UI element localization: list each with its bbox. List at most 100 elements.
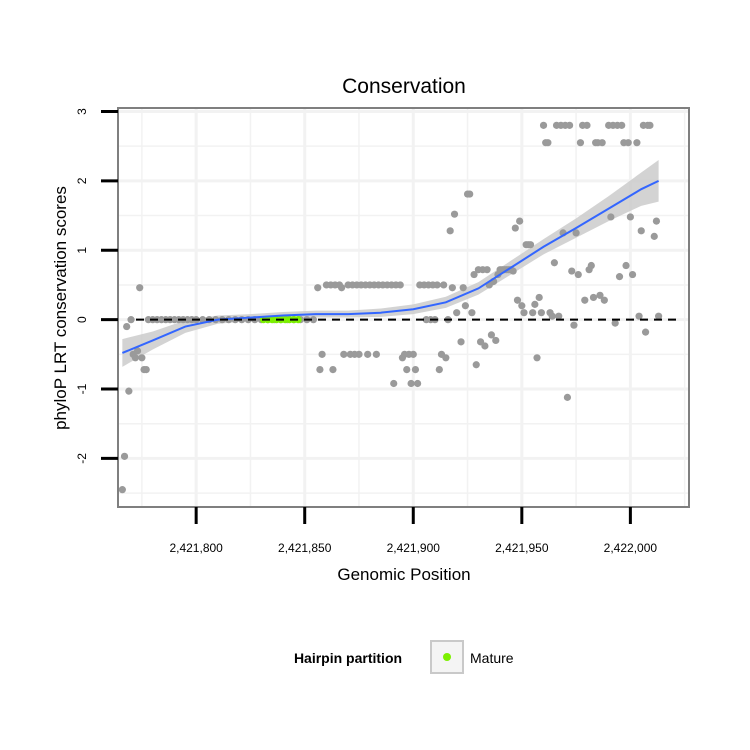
- data-point: [537, 309, 545, 317]
- data-point: [199, 316, 207, 324]
- data-point: [576, 139, 585, 147]
- data-point: [509, 267, 517, 275]
- data-point: [466, 190, 474, 198]
- data-point: [409, 350, 417, 358]
- data-point: [470, 270, 478, 279]
- data-point: [635, 312, 643, 320]
- data-point: [435, 366, 443, 374]
- data-point: [136, 284, 144, 292]
- data-point: [340, 350, 348, 358]
- data-point: [600, 296, 608, 304]
- data-point: [581, 296, 589, 304]
- data-point: [598, 139, 606, 147]
- data-point: [520, 309, 528, 317]
- data-point: [314, 284, 322, 292]
- data-point: [563, 393, 572, 401]
- data-point: [518, 302, 526, 310]
- y-tick-label: 2: [75, 177, 89, 184]
- data-point: [650, 232, 658, 240]
- x-tick-label: 2,421,850: [278, 541, 332, 555]
- data-point: [131, 354, 139, 362]
- data-point: [583, 121, 591, 129]
- y-tick-label: -2: [75, 453, 89, 464]
- data-point: [457, 338, 465, 346]
- data-point: [433, 281, 441, 289]
- data-point: [626, 213, 634, 221]
- data-point: [539, 121, 548, 129]
- data-point: [574, 270, 582, 279]
- y-tick-label: 3: [75, 108, 89, 115]
- data-point: [133, 347, 142, 355]
- data-point: [637, 227, 645, 235]
- data-point: [472, 361, 480, 369]
- data-point: [511, 224, 519, 232]
- data-point: [555, 312, 563, 320]
- data-point: [622, 261, 630, 270]
- legend-title: Hairpin partition: [294, 650, 402, 666]
- data-point: [628, 270, 637, 279]
- data-point: [568, 267, 576, 275]
- y-tick-label: -1: [75, 383, 89, 394]
- data-point: [118, 486, 126, 494]
- data-point: [364, 350, 372, 358]
- data-point: [633, 139, 641, 147]
- data-point: [372, 350, 380, 358]
- scatter-points: [118, 121, 663, 494]
- panel-border: [117, 107, 690, 508]
- data-point: [572, 229, 580, 237]
- legend: Hairpin partition Mature: [294, 640, 514, 674]
- smooth-line: [121, 179, 660, 354]
- ci-ribbon: [122, 160, 659, 367]
- data-point: [589, 293, 598, 302]
- data-point: [459, 284, 467, 292]
- data-point: [652, 217, 661, 225]
- data-point: [483, 266, 491, 274]
- data-point: [646, 121, 654, 129]
- data-point: [453, 309, 461, 317]
- data-point: [544, 139, 552, 147]
- x-tick-label: 2,421,950: [495, 541, 549, 555]
- data-point: [607, 213, 615, 221]
- data-point: [355, 350, 363, 358]
- x-tick-label: 2,421,800: [169, 541, 223, 555]
- data-point: [390, 379, 398, 388]
- data-point: [450, 210, 459, 218]
- data-point: [587, 261, 595, 270]
- data-point: [487, 331, 496, 339]
- legend-mature-swatch: [443, 653, 451, 661]
- data-point: [120, 452, 129, 460]
- x-axis: 2,421,800 2,421,850 2,421,900 2,421,950 2,42…: [169, 507, 657, 555]
- data-point: [481, 342, 489, 350]
- data-point: [618, 121, 626, 129]
- data-point: [127, 316, 135, 324]
- data-point: [516, 217, 524, 225]
- data-point: [414, 379, 422, 388]
- y-axis-title: phyloP LRT conservation scores: [51, 186, 70, 430]
- data-point: [624, 139, 632, 147]
- data-point: [468, 309, 476, 317]
- data-point: [318, 350, 326, 358]
- data-point: [338, 284, 346, 292]
- data-point: [396, 281, 404, 289]
- y-axis: -2 -1 0 1 2 3: [75, 108, 118, 464]
- data-point: [309, 316, 317, 324]
- loess-line: [121, 179, 660, 354]
- data-point: [570, 321, 578, 329]
- data-point: [641, 328, 650, 336]
- data-point: [529, 309, 537, 317]
- data-point: [513, 296, 522, 304]
- data-point: [442, 354, 450, 362]
- data-point: [407, 379, 415, 388]
- chart-title: Conservation: [342, 75, 466, 98]
- data-point: [123, 322, 131, 331]
- data-point: [596, 291, 604, 299]
- y-tick-label: 1: [75, 247, 89, 254]
- data-point: [461, 302, 469, 310]
- data-point: [125, 387, 133, 395]
- data-point: [655, 312, 663, 320]
- x-tick-label: 2,422,000: [604, 541, 658, 555]
- data-point: [548, 312, 556, 320]
- data-point: [316, 366, 324, 374]
- data-point: [440, 281, 448, 289]
